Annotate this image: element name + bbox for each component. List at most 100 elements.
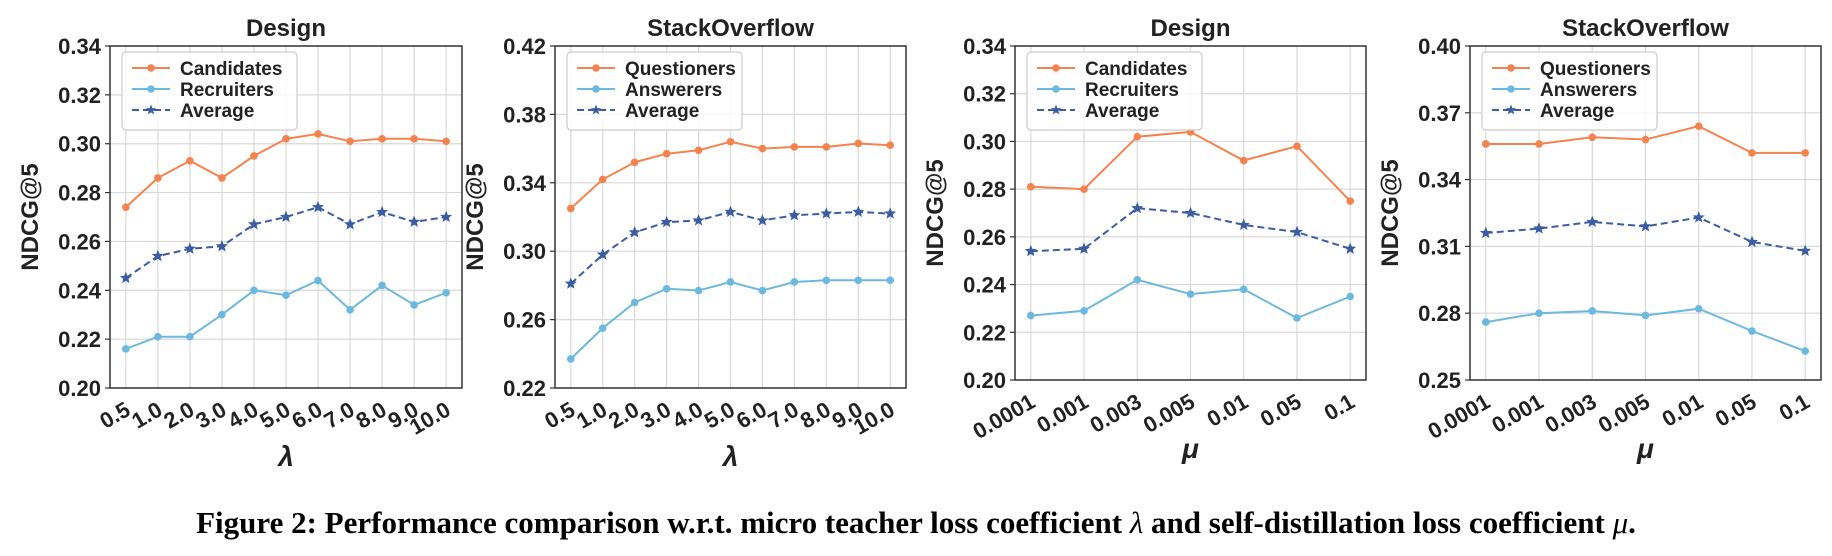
data-point-average: [1237, 218, 1250, 231]
data-point-average: [596, 248, 609, 260]
data-point-candidates: [1293, 142, 1301, 150]
legend-label-average: Average: [180, 101, 254, 122]
x-tick-label: 0.001: [1032, 389, 1092, 438]
data-point-candidates: [314, 130, 322, 138]
data-point-candidates: [218, 174, 226, 182]
data-point-answerers: [790, 278, 799, 286]
data-point-answerers: [1748, 327, 1756, 335]
chart-panel-1: 0.200.220.240.260.280.300.320.340.51.02.…: [17, 15, 463, 472]
x-tick-label: 0.1: [1320, 389, 1359, 426]
data-point-average: [312, 200, 325, 213]
legend-marker-average: [1050, 104, 1062, 115]
chart-title: StackOverflow: [1562, 15, 1729, 42]
legend-label-candidates: Candidates: [1085, 59, 1187, 80]
data-point-questioners: [1481, 140, 1490, 148]
data-point-recruiters: [1026, 311, 1035, 320]
data-point-questioners: [694, 146, 703, 155]
legend-marker-answerers: [592, 85, 600, 93]
caption-prefix: Figure 2: Performance comparison w.r.t. …: [196, 505, 1130, 540]
legend-label-questioners: Questioners: [1540, 59, 1651, 80]
data-point-average: [344, 217, 357, 230]
data-point-answerers: [1694, 304, 1703, 313]
y-axis-label: NDCG@5: [922, 159, 949, 266]
y-tick-label: 0.30: [503, 239, 546, 264]
y-tick-label: 0.31: [1418, 234, 1461, 259]
data-point-average: [564, 277, 577, 289]
data-point-answerers: [1801, 347, 1810, 355]
data-point-answerers: [598, 324, 607, 332]
y-tick-label: 0.34: [58, 34, 102, 59]
legend-marker-recruiters: [147, 85, 155, 93]
y-tick-label: 0.37: [1418, 101, 1461, 126]
legend-label-recruiters: Recruiters: [180, 80, 274, 101]
figure-caption: Figure 2: Performance comparison w.r.t. …: [0, 505, 1832, 541]
y-tick-label: 0.24: [58, 278, 102, 303]
data-point-answerers: [1588, 307, 1597, 315]
data-point-recruiters: [1186, 290, 1195, 298]
plot-frame: [1014, 45, 1367, 381]
y-tick-label: 0.30: [963, 129, 1006, 154]
y-tick-label: 0.34: [963, 34, 1007, 59]
data-point-average: [183, 242, 196, 254]
legend-label-answerers: Answerers: [625, 80, 722, 101]
legend-marker-questioners: [592, 64, 600, 72]
legend-label-answerers: Answerers: [1540, 80, 1637, 101]
data-point-answerers: [566, 355, 575, 363]
data-point-recruiters: [346, 306, 354, 314]
y-tick-label: 0.25: [1418, 368, 1461, 393]
data-point-answerers: [662, 285, 671, 293]
x-tick-label: 0.0001: [969, 389, 1040, 444]
data-point-answerers: [854, 276, 863, 285]
chart-title: Design: [1150, 15, 1230, 42]
legend-marker-candidates: [147, 64, 155, 72]
data-point-average: [628, 226, 641, 238]
data-point-questioners: [1801, 149, 1810, 157]
data-point-questioners: [726, 137, 735, 146]
series-line-average: [125, 206, 447, 279]
y-tick-label: 0.26: [58, 229, 101, 254]
caption-mu-symbol: μ: [1612, 505, 1629, 540]
data-point-average: [119, 271, 132, 284]
y-tick-label: 0.32: [58, 83, 101, 108]
y-tick-label: 0.28: [963, 177, 1006, 202]
data-point-average: [280, 210, 292, 223]
data-point-answerers: [726, 278, 735, 286]
data-point-average: [756, 214, 769, 226]
plot-frame: [109, 45, 463, 389]
data-point-candidates: [122, 203, 130, 212]
data-point-recruiters: [1133, 276, 1142, 284]
data-point-recruiters: [314, 276, 322, 285]
y-tick-label: 0.40: [1418, 34, 1461, 59]
data-point-average: [1078, 242, 1091, 254]
data-point-questioners: [1588, 133, 1597, 142]
data-point-average: [1799, 244, 1812, 256]
y-tick-label: 0.22: [963, 320, 1006, 345]
x-tick-label: 0.005: [1594, 389, 1654, 438]
data-point-recruiters: [1239, 285, 1248, 294]
data-point-answerers: [1641, 311, 1650, 320]
data-point-average: [1184, 206, 1197, 219]
data-point-average: [1692, 211, 1705, 223]
data-point-answerers: [694, 286, 703, 295]
y-tick-label: 0.34: [1418, 168, 1462, 193]
y-axis-label: NDCG@5: [462, 163, 489, 270]
data-point-average: [1290, 225, 1303, 238]
data-point-recruiters: [218, 310, 226, 319]
chart-title: Design: [246, 15, 326, 42]
data-point-candidates: [186, 157, 194, 165]
data-point-average: [440, 210, 453, 223]
data-point-candidates: [346, 137, 354, 146]
data-point-average: [247, 217, 260, 230]
legend-label-candidates: Candidates: [180, 59, 282, 80]
caption-lambda-symbol: λ: [1129, 505, 1144, 540]
y-tick-label: 0.26: [963, 225, 1006, 250]
legend-label-recruiters: Recruiters: [1085, 80, 1179, 101]
x-axis-label: λ: [721, 441, 739, 472]
data-point-questioners: [790, 143, 799, 151]
plot-frame: [554, 45, 907, 389]
x-tick-label: 0.01: [1658, 389, 1708, 432]
data-point-recruiters: [1346, 292, 1355, 301]
x-tick-label: 0.005: [1139, 389, 1199, 438]
x-axis-label: μ: [1181, 433, 1199, 464]
data-point-average: [724, 205, 737, 217]
